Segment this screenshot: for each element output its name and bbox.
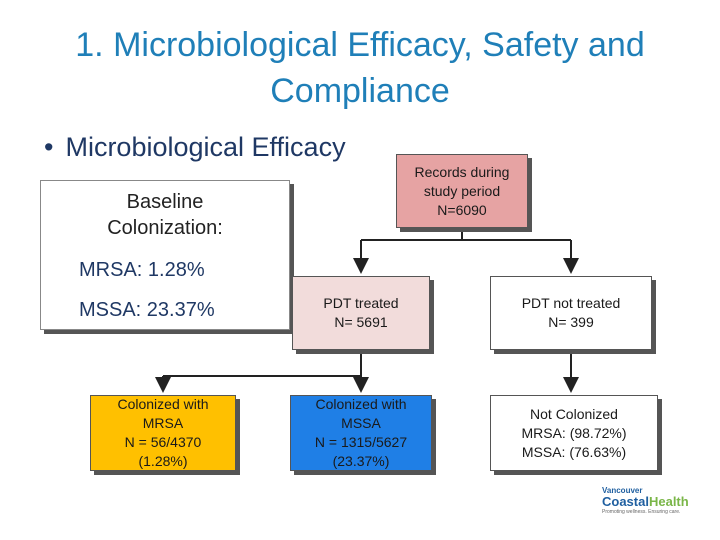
colonized-mrsa-line4: (1.28%) [138,453,188,469]
pdt-treated-box: PDT treated N= 5691 [292,276,430,350]
colonized-mssa-line4: (23.37%) [332,453,390,469]
bullet-microbiological-efficacy: • Microbiological Efficacy [44,132,346,163]
colonized-mrsa-box: Colonized with MRSA N = 56/4370 (1.28%) [90,395,236,471]
colonized-mssa-box: Colonized with MSSA N = 1315/5627 (23.37… [290,395,432,471]
logo-line2: CoastalHealth [602,495,710,509]
logo-coastal: Coastal [602,494,649,509]
baseline-label: Baseline Colonization: [41,189,289,241]
not-colonized-line2: MRSA: (98.72%) [521,424,627,441]
colonized-mssa-line1: Colonized with [315,396,407,412]
baseline-label-line1: Baseline [126,191,204,213]
baseline-mssa: MSSA: 23.37% [79,299,215,321]
not-colonized-box: Not Colonized MRSA: (98.72%) MSSA: (76.6… [490,395,658,471]
bullet-dot-icon: • [44,132,54,162]
colonized-mssa-line3: N = 1315/5627 [314,434,408,450]
colonized-mrsa-line2: MRSA [142,415,184,431]
logo-line1: Vancouver [602,486,643,495]
records-line3: N=6090 [437,201,487,218]
pdt-not-treated-line1: PDT not treated [521,295,621,311]
bullet-text: Microbiological Efficacy [65,132,346,162]
pdt-treated-line2: N= 5691 [334,314,388,330]
colonized-mrsa-line1: Colonized with [117,396,209,412]
pdt-treated-line1: PDT treated [323,295,399,311]
records-line1: Records during [414,163,510,180]
not-colonized-line1: Not Colonized [530,405,618,422]
vch-logo: Vancouver CoastalHealth Promoting wellne… [602,486,710,530]
slide-title: 1. Microbiological Efficacy, Safety and … [75,26,645,110]
pdt-not-treated-box: PDT not treated N= 399 [490,276,652,350]
records-box: Records during study period N=6090 [396,154,528,228]
baseline-mrsa: MRSA: 1.28% [79,259,205,281]
colonized-mrsa-line3: N = 56/4370 [124,434,202,450]
colonized-mssa-line2: MSSA [341,415,381,431]
logo-health: Health [648,494,689,509]
pdt-not-treated-line2: N= 399 [548,314,594,330]
baseline-label-line2: Colonization: [107,217,223,239]
not-colonized-line3: MSSA: (76.63%) [521,443,627,460]
baseline-colonization-box: Baseline Colonization: MRSA: 1.28% MSSA:… [40,180,290,330]
records-line2: study period [423,182,501,199]
logo-tagline: Promoting wellness. Ensuring care. [602,509,681,515]
